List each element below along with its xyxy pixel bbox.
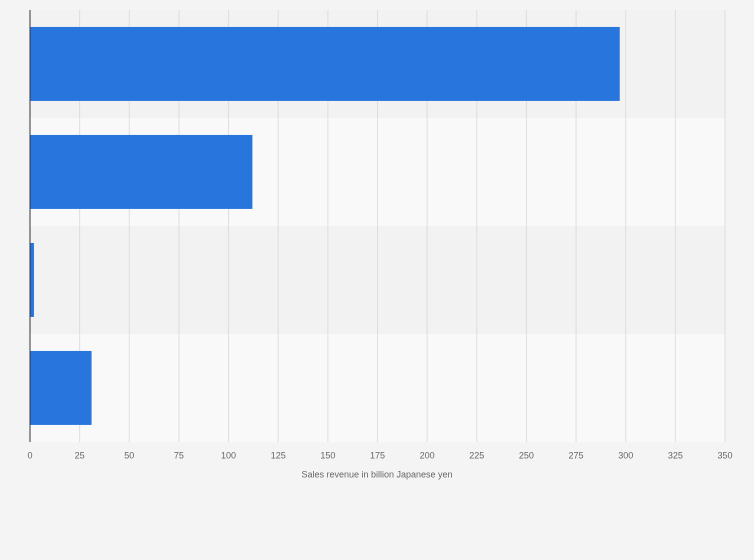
x-tick-label: 200	[420, 450, 435, 460]
bar	[30, 134, 253, 209]
x-tick-label: 275	[569, 450, 584, 460]
x-tick-label: 150	[320, 450, 335, 460]
x-tick-label: 300	[618, 450, 633, 460]
x-tick-label: 225	[469, 450, 484, 460]
x-tick-label: 25	[75, 450, 85, 460]
x-tick-label: 350	[717, 450, 732, 460]
x-tick-label: 325	[668, 450, 683, 460]
x-tick-label: 50	[124, 450, 134, 460]
x-tick-label: 75	[174, 450, 184, 460]
x-tick-label: 250	[519, 450, 534, 460]
x-tick-label: 125	[271, 450, 286, 460]
bar	[30, 242, 34, 317]
x-tick-label: 175	[370, 450, 385, 460]
x-tick-label: 0	[27, 450, 32, 460]
bar	[30, 26, 620, 101]
x-axis-title: Sales revenue in billion Japanese yen	[301, 469, 452, 479]
x-tick-label: 100	[221, 450, 236, 460]
bar	[30, 350, 92, 425]
